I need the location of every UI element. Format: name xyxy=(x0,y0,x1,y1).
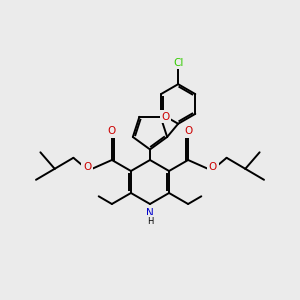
Text: N: N xyxy=(146,208,154,218)
Text: O: O xyxy=(108,126,116,136)
Text: H: H xyxy=(147,217,153,226)
Text: O: O xyxy=(161,112,170,122)
Text: O: O xyxy=(83,162,91,172)
Text: Cl: Cl xyxy=(173,58,183,68)
Text: O: O xyxy=(184,126,192,136)
Text: O: O xyxy=(209,162,217,172)
